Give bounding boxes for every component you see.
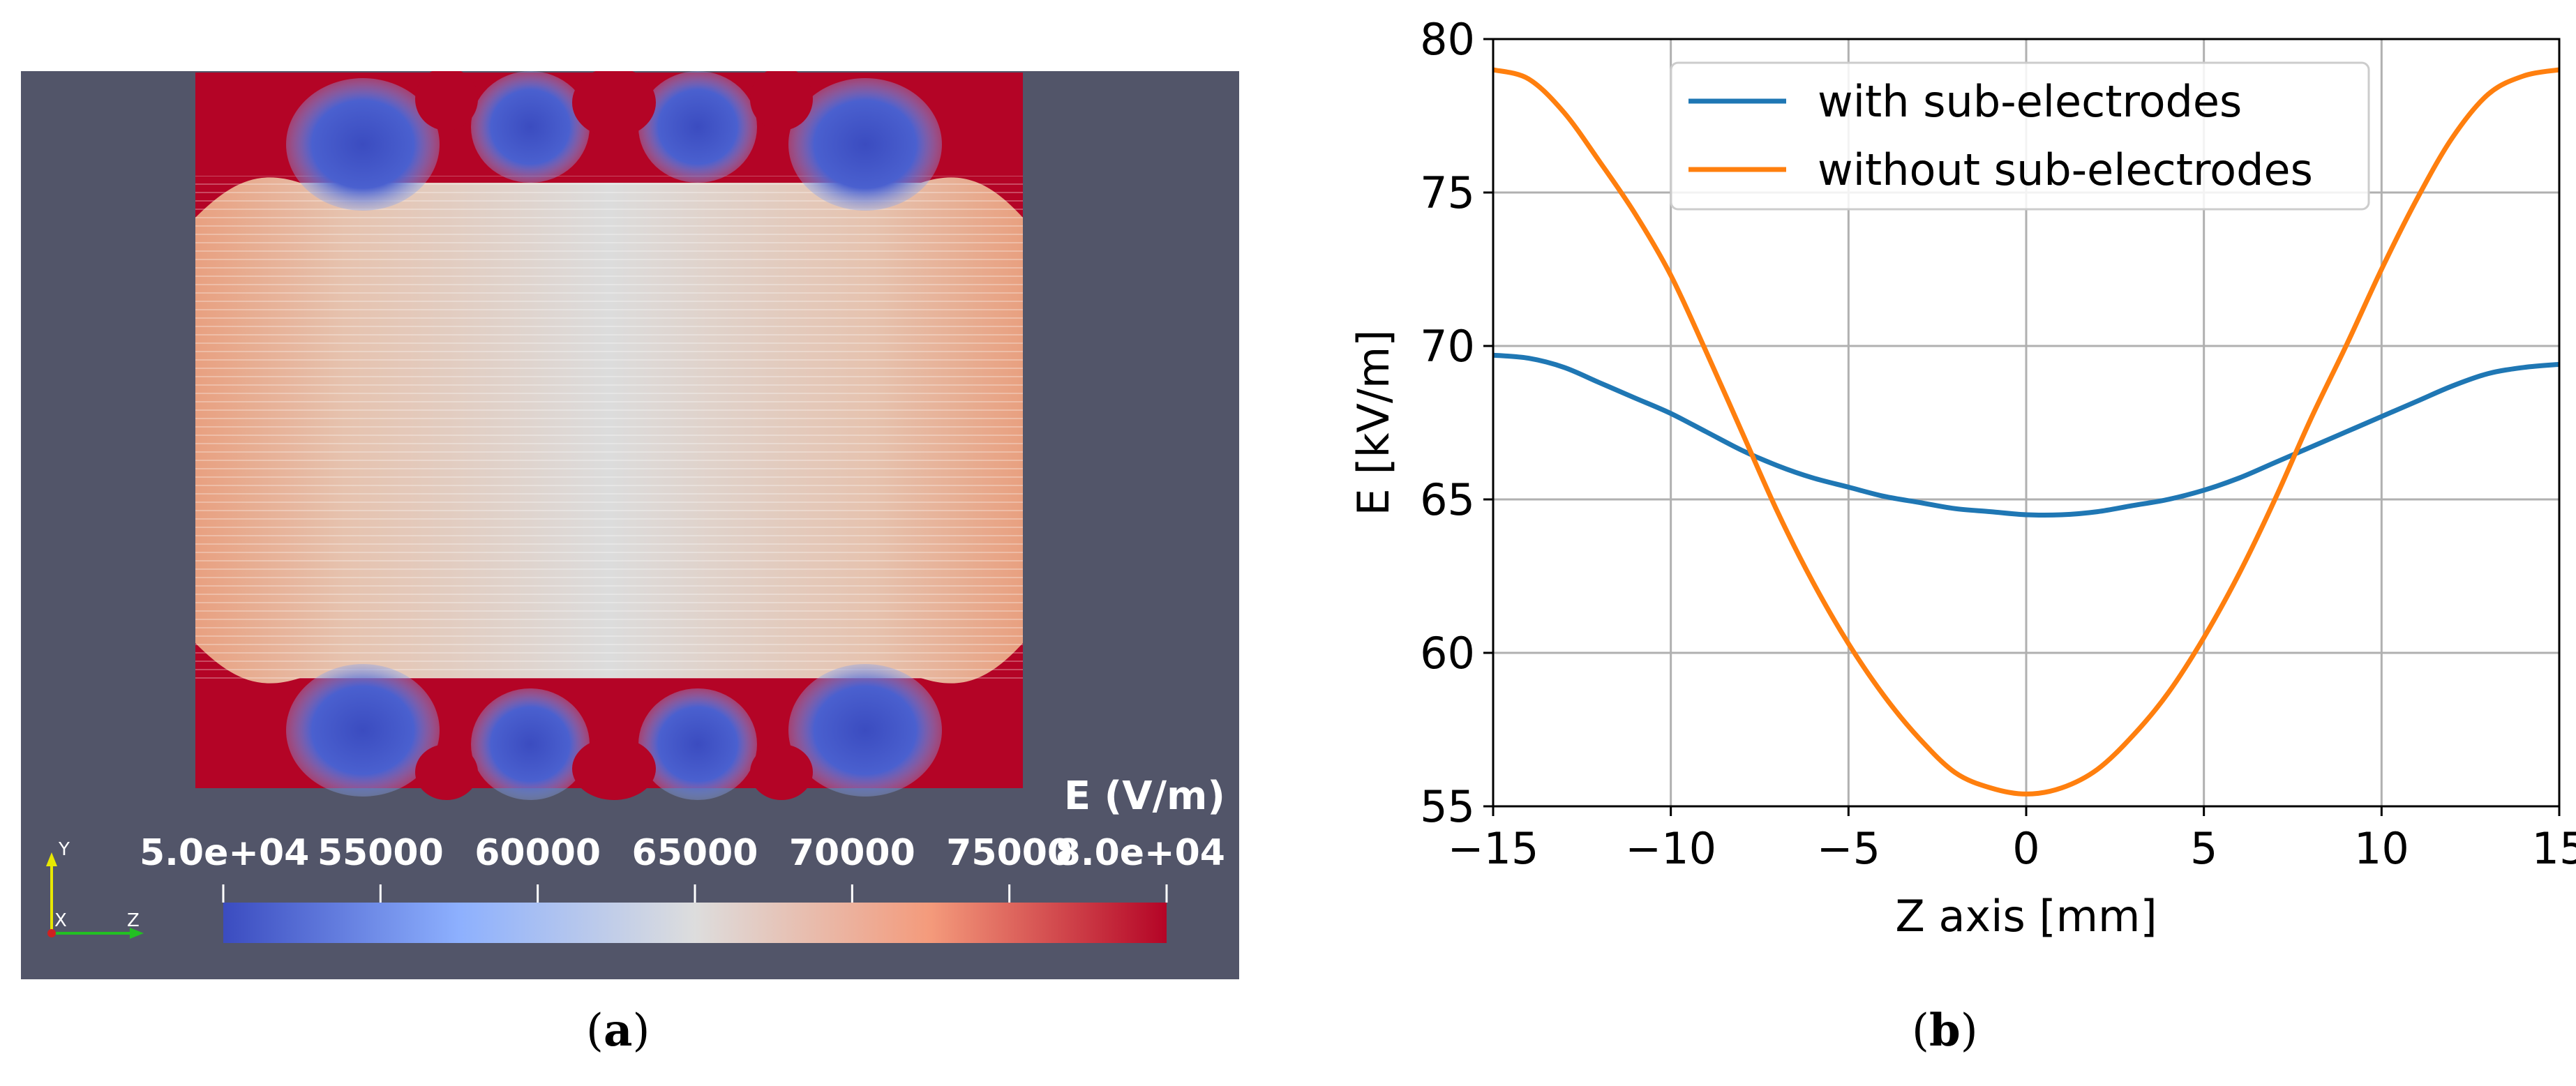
x-tick-label: 0 xyxy=(2012,823,2039,874)
top-electrodes xyxy=(286,68,942,211)
y-tick-label: 55 xyxy=(1420,781,1475,832)
colorbar-tick-label: 8.0e+04 xyxy=(1056,832,1225,874)
orientation-axes: Y X Z xyxy=(46,839,144,939)
line-chart-panel: −15 −10 −5 0 5 10 15 55 60 65 70 75 80 Z axis [mm] … xyxy=(1326,0,2576,976)
series-line-without-sub-electrodes xyxy=(1492,67,2560,797)
x-tick-label: 5 xyxy=(2190,823,2217,874)
colorbar-tick-label: 75000 xyxy=(946,832,1072,874)
axis-y-label: Y xyxy=(58,839,70,860)
axis-z-label: Z xyxy=(127,910,140,931)
colorbar-tick-label: 70000 xyxy=(789,832,915,874)
caption-b-open: ( xyxy=(1912,1005,1929,1057)
colorbar-title: E (V/m) xyxy=(1064,774,1225,819)
colorbar-tick-label: 55000 xyxy=(317,832,444,874)
caption-b-letter: b xyxy=(1929,1004,1961,1057)
field-visualization: E (V/m) 5.0e+04 55000 60000 65000 70000 75000… xyxy=(46,68,1225,943)
x-tick-label: 10 xyxy=(2354,823,2409,874)
x-tick-label: −15 xyxy=(1448,823,1539,874)
axis-x-label: X xyxy=(54,910,67,931)
colorbar-tick-label: 60000 xyxy=(474,832,601,874)
x-tick-label: −5 xyxy=(1817,823,1880,874)
caption-a: (a) xyxy=(586,1004,650,1057)
chart-legend: with sub-electrodes without sub-electrode… xyxy=(1670,61,2370,211)
legend-label: without sub-electrodes xyxy=(1818,144,2313,195)
x-axis-ticks: −15 −10 −5 0 5 10 15 xyxy=(1448,806,2576,874)
y-axis-ticks: 55 60 65 70 75 80 xyxy=(1420,14,1493,832)
chart-series xyxy=(1492,67,2560,797)
series-line-with-sub-electrodes xyxy=(1492,352,2560,518)
y-tick-label: 65 xyxy=(1420,474,1475,525)
field-visualization-panel: E (V/m) 5.0e+04 55000 60000 65000 70000 75000… xyxy=(21,68,1239,979)
caption-b-close: ) xyxy=(1960,1005,1978,1057)
legend-label: with sub-electrodes xyxy=(1818,76,2242,127)
caption-a-close: ) xyxy=(632,1005,650,1057)
colorbar-tick-label: 65000 xyxy=(632,832,758,874)
colorbar xyxy=(223,903,1167,943)
y-tick-label: 75 xyxy=(1420,167,1475,218)
caption-a-letter: a xyxy=(603,1004,633,1057)
y-tick-label: 60 xyxy=(1420,628,1475,679)
caption-b: (b) xyxy=(1912,1004,1978,1057)
caption-a-open: ( xyxy=(586,1005,604,1057)
bottom-electrodes xyxy=(286,664,942,800)
x-axis-label: Z axis [mm] xyxy=(1895,891,2157,942)
y-axis-label: E [kV/m] xyxy=(1348,330,1399,516)
x-tick-label: −10 xyxy=(1625,823,1716,874)
y-tick-label: 80 xyxy=(1420,14,1475,65)
x-tick-label: 15 xyxy=(2532,823,2576,874)
y-tick-label: 70 xyxy=(1420,321,1475,372)
colorbar-tick-label: 5.0e+04 xyxy=(140,832,309,874)
